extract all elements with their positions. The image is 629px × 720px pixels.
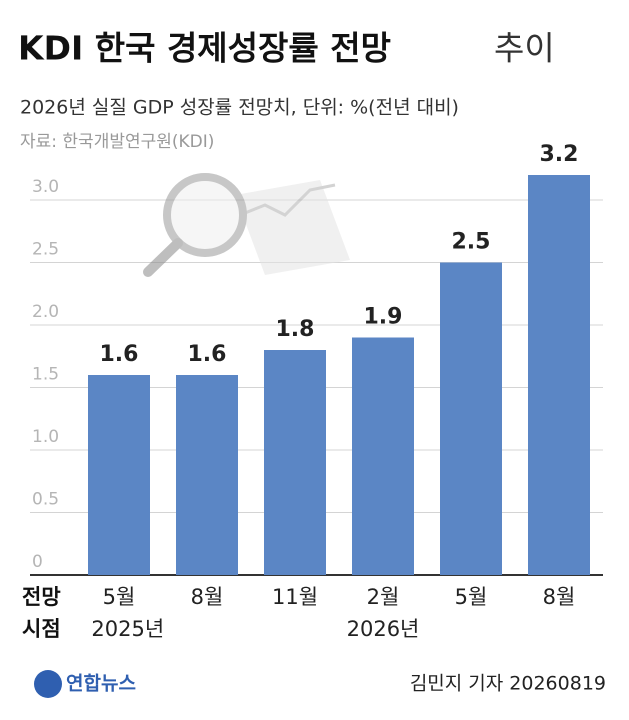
- value-label: 2.5: [452, 230, 491, 255]
- value-label: 1.8: [276, 317, 315, 342]
- y-tick-label: 0: [32, 552, 43, 572]
- bar: [528, 175, 590, 575]
- byline: 김민지 기자 20260819: [410, 673, 606, 695]
- x-tick-label: 5월: [103, 585, 136, 609]
- chart-title-suffix: 추이: [494, 29, 555, 68]
- y-tick-label: 2.0: [32, 302, 59, 322]
- bar: [352, 337, 414, 575]
- value-label: 1.6: [188, 342, 227, 367]
- year-label: 2026년: [347, 617, 420, 641]
- subtitle: 2026년 실질 GDP 성장률 전망치, 단위: %(전년 대비): [20, 97, 459, 119]
- bar: [440, 262, 502, 575]
- x-tick-label: 11월: [272, 585, 318, 609]
- illustration: [143, 173, 350, 277]
- logo-text: 연합뉴스: [66, 673, 136, 695]
- x-axis-label: 시점: [22, 617, 61, 641]
- value-label: 1.6: [100, 342, 139, 367]
- plot: 0 0.5 1.0 1.5 2.0 2.5 3.0 1.6 5월 1.6 8월 1.8 11월 1.9 2월…: [30, 142, 603, 641]
- chart-title: KDI 한국 경제성장률 전망: [18, 29, 391, 68]
- bar: [88, 375, 150, 575]
- y-tick-label: 1.5: [32, 365, 59, 385]
- source: 자료: 한국개발연구원(KDI): [20, 132, 214, 152]
- x-axis-label: 전망: [22, 585, 61, 609]
- bar: [176, 375, 238, 575]
- y-tick-label: 1.0: [32, 427, 59, 447]
- x-tick-label: 2월: [367, 585, 400, 609]
- x-tick-label: 8월: [191, 585, 224, 609]
- y-tick-label: 3.0: [32, 177, 59, 197]
- x-tick-label: 5월: [455, 585, 488, 609]
- logo-icon: [34, 670, 62, 698]
- value-label: 1.9: [364, 305, 403, 330]
- y-tick-label: 2.5: [32, 240, 59, 260]
- x-tick-label: 8월: [543, 585, 576, 609]
- value-label: 3.2: [540, 142, 579, 167]
- y-tick-label: 0.5: [32, 490, 59, 510]
- year-label: 2025년: [91, 617, 164, 641]
- bar: [264, 350, 326, 575]
